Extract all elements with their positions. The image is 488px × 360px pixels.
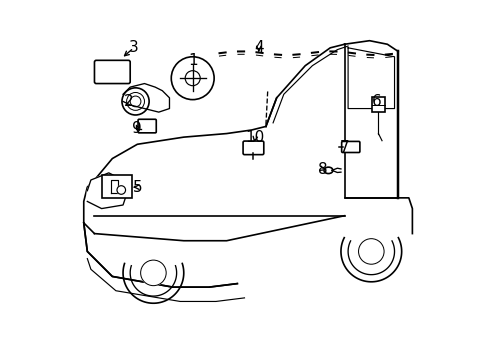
Ellipse shape [324, 167, 332, 174]
Circle shape [141, 260, 166, 285]
Circle shape [117, 186, 125, 194]
Text: 9: 9 [132, 121, 142, 136]
Circle shape [171, 57, 214, 100]
Polygon shape [123, 84, 169, 112]
FancyBboxPatch shape [371, 98, 384, 112]
Bar [102, 175, 132, 198]
FancyBboxPatch shape [243, 141, 263, 155]
Text: 4: 4 [253, 40, 263, 55]
Text: 3: 3 [129, 40, 139, 55]
FancyBboxPatch shape [341, 141, 359, 153]
Text: 6: 6 [371, 94, 381, 109]
Text: 5: 5 [132, 180, 142, 195]
Text: 2: 2 [123, 94, 133, 109]
Text: 8: 8 [318, 162, 327, 177]
Text: 10: 10 [245, 130, 264, 145]
Text: 1: 1 [187, 53, 197, 68]
FancyBboxPatch shape [138, 119, 156, 133]
Circle shape [358, 239, 383, 264]
FancyBboxPatch shape [94, 60, 130, 84]
Circle shape [122, 88, 149, 115]
Polygon shape [87, 173, 126, 208]
Text: 7: 7 [339, 140, 348, 156]
